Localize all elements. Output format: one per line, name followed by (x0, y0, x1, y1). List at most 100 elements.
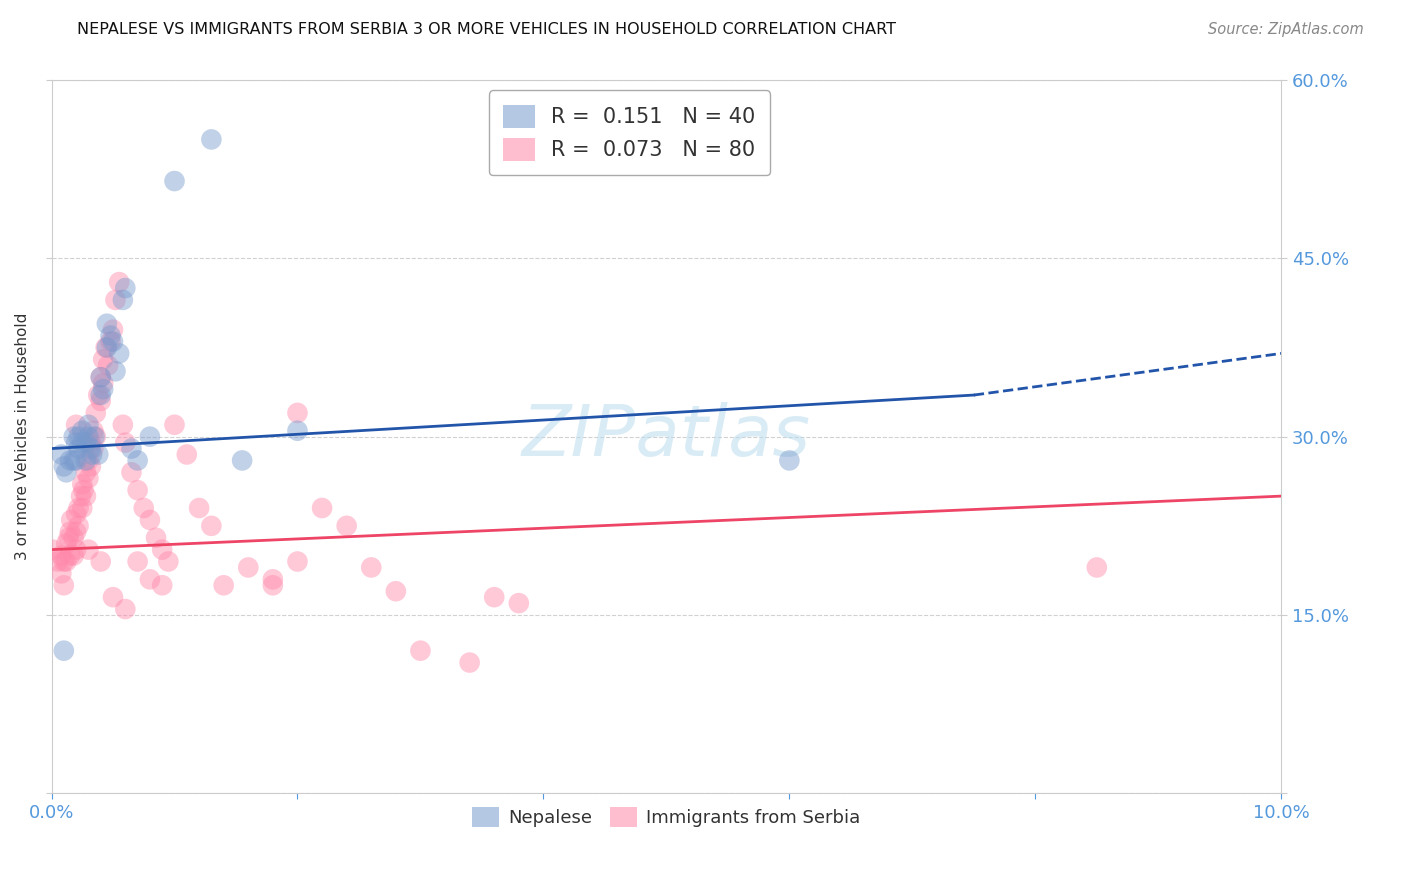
Point (163, 174, 186, 188)
Point (104, 364, 127, 378)
Point (59, 453, 82, 467)
Point (62, 453, 84, 467)
Point (287, 554, 309, 568)
Point (82, 424, 104, 438)
Point (90, 554, 112, 568)
Point (139, 430, 162, 444)
Point (51, 549, 73, 563)
Point (77, 453, 100, 467)
Point (90, 388, 112, 402)
Point (336, 519, 359, 533)
Point (80, 442, 103, 456)
Point (84, 430, 107, 444)
Point (91, 352, 114, 367)
Point (139, 572, 162, 586)
Point (157, 554, 180, 568)
Point (127, 453, 149, 467)
Point (114, 435, 136, 450)
Point (72, 501, 94, 516)
Point (262, 572, 284, 586)
Point (51, 448, 73, 462)
Point (101, 334, 124, 349)
Point (121, 466, 143, 480)
Point (80, 435, 103, 450)
Point (121, 442, 143, 456)
Point (101, 323, 124, 337)
Point (75, 435, 97, 450)
Point (77, 471, 100, 485)
Point (83, 430, 105, 444)
Point (62, 549, 84, 563)
Point (311, 501, 333, 516)
Point (55, 554, 77, 568)
Point (52, 643, 75, 657)
Point (82, 442, 104, 456)
Point (65, 435, 87, 450)
Point (100, 328, 122, 343)
Point (75, 466, 97, 480)
Point (145, 531, 167, 545)
Point (77, 430, 100, 444)
Point (200, 519, 222, 533)
Point (101, 590, 124, 604)
Point (458, 656, 481, 670)
Point (100, 334, 122, 349)
Point (176, 448, 198, 462)
Point (287, 406, 309, 420)
Text: NEPALESE VS IMMIGRANTS FROM SERBIA 3 OR MORE VEHICLES IN HOUSEHOLD CORRELATION C: NEPALESE VS IMMIGRANTS FROM SERBIA 3 OR … (77, 22, 897, 37)
Point (91, 376, 114, 391)
Point (65, 453, 87, 467)
Point (65, 542, 87, 557)
Point (262, 578, 284, 592)
Point (778, 453, 800, 467)
Point (127, 483, 149, 498)
Point (42, 542, 65, 557)
Point (238, 560, 260, 574)
Point (67, 501, 90, 516)
Point (87, 448, 110, 462)
Point (111, 293, 134, 307)
Point (65, 417, 87, 432)
Point (59, 549, 82, 563)
Point (67, 519, 90, 533)
Point (51, 566, 73, 581)
Text: ZIPatlas: ZIPatlas (522, 402, 811, 471)
Point (52, 554, 75, 568)
Point (114, 281, 136, 295)
Point (96, 341, 118, 355)
Point (65, 524, 87, 539)
Point (75, 489, 97, 503)
Point (287, 424, 309, 438)
Point (90, 370, 112, 384)
Point (114, 602, 136, 616)
Point (132, 501, 155, 516)
Point (46, 554, 69, 568)
Point (60, 513, 83, 527)
Point (67, 430, 90, 444)
Point (80, 459, 103, 474)
Point (87, 388, 110, 402)
Point (385, 584, 408, 599)
Point (1085, 560, 1108, 574)
Text: Source: ZipAtlas.com: Source: ZipAtlas.com (1208, 22, 1364, 37)
Y-axis label: 3 or more Vehicles in Household: 3 or more Vehicles in Household (15, 313, 30, 560)
Point (59, 524, 82, 539)
Point (62, 430, 84, 444)
Point (65, 507, 87, 521)
Point (508, 596, 530, 610)
Point (82, 448, 104, 462)
Point (150, 542, 173, 557)
Point (163, 417, 186, 432)
Point (150, 578, 173, 592)
Point (188, 501, 211, 516)
Point (84, 406, 107, 420)
Point (127, 554, 149, 568)
Point (97, 359, 120, 373)
Point (91, 382, 114, 396)
Point (231, 453, 253, 467)
Point (111, 417, 134, 432)
Point (212, 578, 235, 592)
Point (62, 531, 84, 545)
Point (484, 590, 506, 604)
Point (58, 531, 80, 545)
